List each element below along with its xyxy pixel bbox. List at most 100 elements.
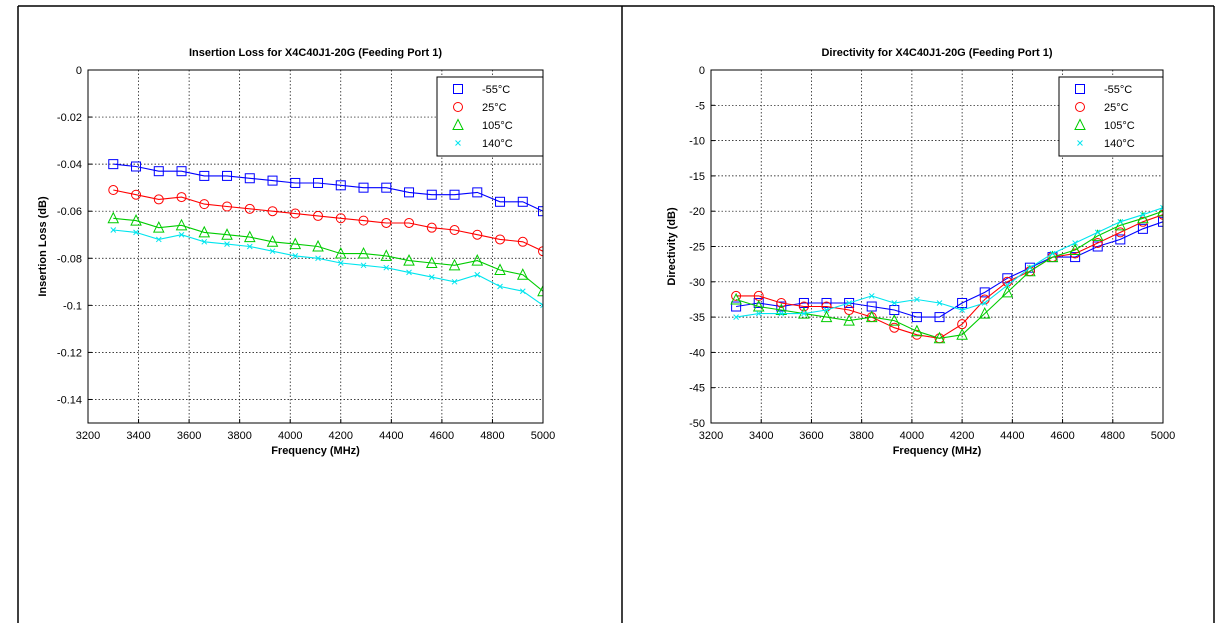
data-point xyxy=(516,268,529,280)
data-point xyxy=(1049,250,1056,257)
data-point xyxy=(289,237,302,250)
data-point xyxy=(1092,241,1103,252)
data-point xyxy=(1046,250,1059,263)
legend-marker xyxy=(1075,102,1085,112)
data-point xyxy=(108,159,119,170)
y-tick-label: 0 xyxy=(699,65,705,77)
data-point xyxy=(474,271,481,278)
x-tick-label: 3400 xyxy=(126,430,150,442)
data-point xyxy=(244,203,255,214)
y-tick-label: -20 xyxy=(689,206,705,218)
data-point xyxy=(843,314,855,326)
series-line xyxy=(736,207,1163,318)
data-point xyxy=(1158,216,1163,227)
y-axis-label: Directivity (dB) xyxy=(666,207,678,286)
x-tick-label: 4600 xyxy=(1050,430,1074,442)
data-point xyxy=(1072,240,1078,246)
data-point xyxy=(266,235,279,247)
data-point xyxy=(360,262,367,269)
series--55°C xyxy=(731,216,1163,323)
data-point xyxy=(131,189,142,200)
data-point xyxy=(315,255,321,262)
data-point xyxy=(178,231,185,238)
legend-label: 25°C xyxy=(482,102,507,114)
x-tick-label: 4000 xyxy=(278,430,302,442)
y-tick-label: -5 xyxy=(695,100,705,112)
x-tick-label: 3600 xyxy=(177,430,201,442)
data-point xyxy=(1160,204,1163,211)
y-tick-label: -0.12 xyxy=(57,347,82,359)
legend-label: 140°C xyxy=(482,138,513,150)
data-point xyxy=(267,175,278,186)
data-point xyxy=(198,225,211,238)
data-point xyxy=(131,161,142,172)
data-point xyxy=(335,213,346,224)
data-point xyxy=(428,274,435,280)
data-point xyxy=(380,249,393,261)
x-tick-label: 4200 xyxy=(329,430,353,442)
data-point xyxy=(451,278,458,285)
x-tick-label: 4800 xyxy=(1101,430,1125,442)
y-tick-label: -25 xyxy=(689,242,705,254)
data-point xyxy=(1069,243,1081,256)
data-point xyxy=(753,297,764,308)
data-point xyxy=(337,260,344,266)
data-point xyxy=(176,192,187,203)
legend-box xyxy=(1058,76,1164,157)
data-point xyxy=(449,189,460,200)
data-point xyxy=(269,248,276,255)
data-point xyxy=(730,292,742,305)
series-line xyxy=(113,189,543,252)
data-point xyxy=(1024,264,1036,277)
data-point xyxy=(153,194,164,205)
x-tick-label: 5000 xyxy=(1151,430,1175,442)
data-point xyxy=(981,300,988,306)
data-point xyxy=(538,246,543,257)
legend: -55°C 25°C 105°C 140°C xyxy=(1058,76,1164,157)
data-point xyxy=(891,300,898,306)
data-point xyxy=(175,218,188,231)
data-point xyxy=(497,283,503,290)
data-point xyxy=(755,310,762,317)
x-tick-label: 3800 xyxy=(227,430,251,442)
data-point xyxy=(1137,223,1148,234)
x-tick-label: 3200 xyxy=(76,430,100,442)
data-point xyxy=(404,187,415,198)
data-point xyxy=(846,300,852,306)
y-tick-label: -30 xyxy=(689,277,705,289)
data-point xyxy=(176,166,187,177)
data-point xyxy=(449,225,460,236)
data-point xyxy=(495,234,506,245)
legend-box xyxy=(436,76,544,157)
data-point xyxy=(130,213,142,226)
data-point xyxy=(1027,264,1033,271)
x-axis-label: Frequency (MHz) xyxy=(893,445,982,457)
chart-title: Insertion Loss for X4C40J1-20G (Feeding … xyxy=(189,47,442,59)
data-point xyxy=(406,269,412,276)
data-point xyxy=(820,310,833,323)
data-point xyxy=(978,306,991,319)
data-point xyxy=(778,310,785,317)
data-point xyxy=(471,254,484,266)
data-point xyxy=(110,227,117,233)
data-point xyxy=(495,196,506,207)
data-point xyxy=(733,314,739,320)
legend-label: -55°C xyxy=(1104,84,1132,96)
data-point xyxy=(934,312,945,323)
y-tick-label: -0.1 xyxy=(63,300,82,312)
series-140°C xyxy=(733,204,1163,320)
x-tick-label: 4000 xyxy=(900,430,924,442)
data-point xyxy=(801,310,807,317)
data-point xyxy=(358,182,369,193)
data-point xyxy=(519,288,526,295)
data-point xyxy=(152,221,165,233)
data-point xyxy=(1117,218,1124,225)
data-point xyxy=(133,229,139,236)
legend-label: 25°C xyxy=(1104,102,1129,114)
x-tick-label: 5000 xyxy=(531,430,555,442)
data-point xyxy=(222,201,233,212)
legend-marker xyxy=(452,118,464,130)
data-point xyxy=(246,243,253,250)
data-point xyxy=(979,287,990,298)
data-point xyxy=(1094,229,1101,236)
